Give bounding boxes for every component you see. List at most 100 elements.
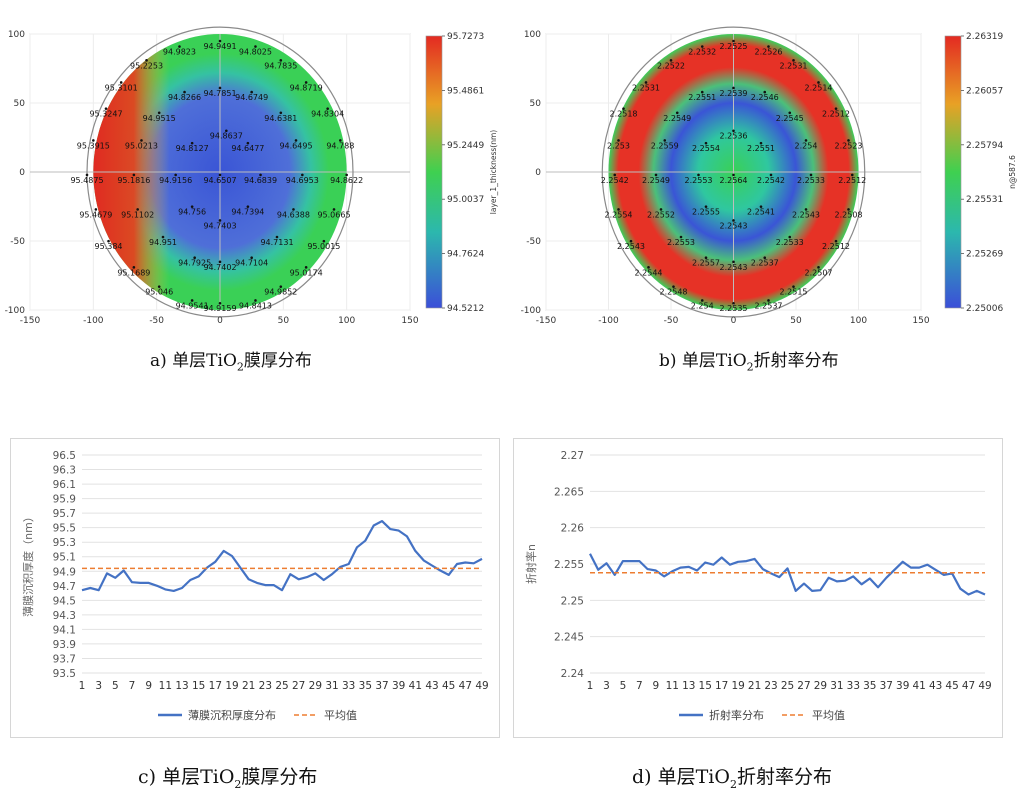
point-label: 94.6749: [235, 93, 268, 102]
measure-point: [663, 139, 667, 142]
y-tick-label: 95.5: [53, 523, 76, 535]
measure-point: [704, 141, 708, 145]
x-tick-label: 21: [748, 680, 761, 692]
x-tick-label: 11: [666, 680, 679, 692]
point-label: 2.2549: [642, 176, 670, 185]
measure-point: [190, 205, 194, 208]
x-tick-label: 15: [192, 680, 205, 692]
y-tick-label: 0: [19, 168, 25, 178]
point-label: 94.9515: [143, 114, 176, 123]
measure-point: [654, 173, 658, 177]
point-label: 2.2537: [755, 301, 783, 310]
measure-point: [700, 90, 704, 94]
measure-point: [732, 173, 735, 177]
colorbar: [425, 35, 443, 309]
wafer-outline: [601, 26, 866, 318]
point-label: 95.0174: [290, 268, 323, 277]
x-tick-label: 49: [978, 680, 991, 692]
point-label: 2.2543: [617, 242, 645, 251]
measure-point: [817, 266, 820, 269]
measure-point: [622, 107, 625, 110]
point-label: 2.2551: [747, 144, 775, 153]
point-label: 2.2557: [692, 259, 720, 268]
colorbar-tick-label: 94.5212: [447, 304, 484, 314]
y-tick-label: 96.3: [53, 465, 76, 477]
measure-point: [834, 239, 838, 243]
series-line: [589, 553, 986, 596]
measure-point: [246, 205, 250, 208]
measure-point: [145, 59, 148, 62]
point-label: 95.0015: [307, 242, 340, 251]
point-label: 94.6381: [264, 114, 297, 123]
measure-point: [704, 205, 708, 208]
point-label: 2.2508: [835, 210, 863, 219]
point-label: 94.8719: [290, 83, 323, 92]
measure-point: [275, 235, 279, 239]
point-label: 2.2559: [651, 141, 679, 150]
point-label: 94.7104: [235, 259, 268, 268]
point-label: 94.756: [178, 208, 206, 217]
point-label: 94.8304: [311, 110, 344, 119]
colorbar-tick-label: 94.7624: [447, 250, 484, 260]
measure-point: [218, 39, 222, 43]
measure-point: [769, 173, 773, 177]
measure-point: [132, 266, 136, 269]
colorbar-tick-label: 95.2449: [447, 141, 484, 151]
x-tick-label: 25: [275, 680, 288, 692]
x-tick-label: 15: [699, 680, 712, 692]
caption-a: a) 单层TiO2膜厚分布: [150, 351, 312, 374]
x-tick-label: 31: [830, 680, 843, 692]
point-label: 2.2551: [688, 93, 716, 102]
point-label: 2.2512: [822, 242, 850, 251]
measure-point: [617, 208, 620, 211]
measure-point: [647, 266, 650, 269]
measure-point: [675, 111, 679, 115]
measure-point: [183, 90, 186, 94]
measure-point: [809, 173, 813, 177]
x-tick-label: 41: [409, 680, 422, 692]
point-label: 2.2518: [610, 110, 638, 119]
x-tick-label: 9: [652, 680, 659, 692]
measure-point: [225, 129, 228, 133]
point-label: 95.1102: [121, 210, 154, 219]
measure-point: [613, 173, 617, 177]
measure-point: [190, 299, 194, 302]
point-label: 2.2539: [720, 89, 748, 98]
y-tick-label: 2.265: [554, 486, 584, 498]
y-tick-label: 94.5: [53, 595, 76, 607]
x-tick-label: 50: [278, 316, 290, 326]
point-label: 2.2512: [838, 176, 866, 185]
x-tick-label: 39: [392, 680, 405, 692]
point-label: 2.2525: [720, 42, 748, 51]
measure-point: [254, 45, 257, 48]
point-label: 94.6477: [231, 144, 264, 153]
measure-point: [279, 59, 283, 62]
series-line: [81, 520, 483, 592]
y-tick-label: 95.1: [53, 552, 76, 564]
point-label: 2.2541: [747, 208, 775, 217]
x-tick-label: 37: [880, 680, 893, 692]
point-label: 95.0665: [317, 210, 350, 219]
measure-point: [834, 107, 838, 110]
colorbar-tick-label: 2.25531: [966, 195, 1003, 205]
x-tick-label: 21: [242, 680, 255, 692]
measure-point: [732, 129, 735, 133]
measure-point: [140, 139, 143, 142]
x-tick-label: 35: [359, 680, 372, 692]
measure-point: [92, 139, 95, 142]
measure-point: [190, 141, 194, 145]
point-label: 95.3101: [105, 83, 138, 92]
measure-point: [136, 208, 139, 211]
colorbar-tick-label: 2.26057: [966, 86, 1003, 96]
wafer-outline: [86, 26, 354, 318]
point-label: 94.8127: [176, 144, 209, 153]
y-tick-label: 94.3: [53, 610, 76, 622]
point-label: 2.2522: [657, 61, 685, 70]
x-tick-label: 39: [896, 680, 909, 692]
y-tick-label: 2.26: [561, 523, 585, 535]
measure-point: [218, 173, 222, 177]
x-tick-label: 45: [442, 680, 455, 692]
y-tick-label: 50: [530, 99, 542, 109]
x-tick-label: 37: [375, 680, 388, 692]
x-tick-label: -150: [20, 316, 41, 326]
